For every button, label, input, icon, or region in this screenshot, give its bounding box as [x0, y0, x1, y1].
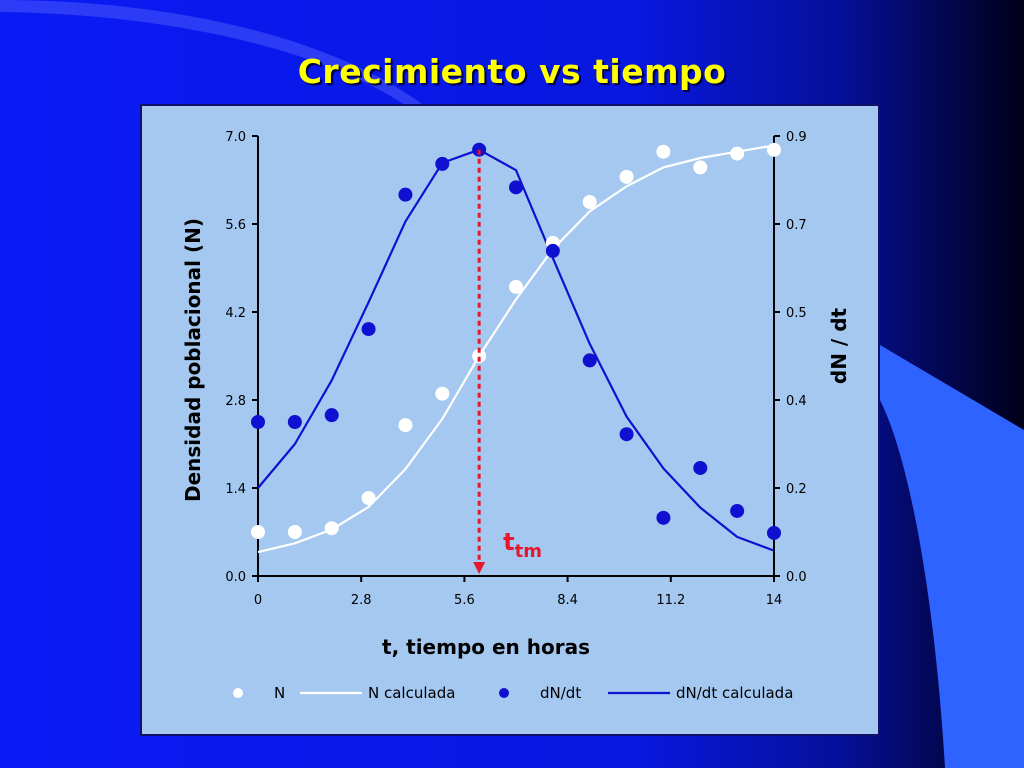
- y-right-tick-label: 0.2: [786, 482, 807, 497]
- decorative-swoosh-top: [0, 0, 430, 112]
- y-right-tick-label: 0.5: [786, 306, 807, 321]
- data-point-dn-dt: [324, 408, 339, 423]
- data-point-n: [767, 142, 781, 157]
- data-point-n: [435, 386, 450, 401]
- x-tick-label: 2.8: [351, 593, 372, 608]
- x-tick-label: 5.6: [454, 593, 475, 608]
- data-point-n: [287, 525, 302, 539]
- data-point-n: [324, 521, 339, 536]
- legend-label-n: N: [274, 684, 285, 702]
- x-ticks: 0 2.8 5.6 8.4 11.2 14: [254, 576, 782, 608]
- data-point-n: [619, 169, 634, 184]
- y-right-axis-label: dN / dt: [827, 307, 851, 384]
- y-left-tick-label: 7.0: [225, 130, 246, 145]
- data-point-dn-dt: [582, 353, 597, 368]
- data-point-n: [251, 525, 265, 539]
- y-left-tick-label: 5.6: [225, 218, 246, 233]
- data-point-dn-dt: [435, 156, 450, 171]
- legend-marker-dn-dt: [499, 688, 509, 698]
- series-line-dn-dt-calculada: [257, 148, 775, 552]
- data-point-n: [582, 195, 597, 209]
- legend-label-dn-dt: dN/dt: [540, 684, 581, 702]
- slide-title: Crecimiento vs tiempo: [297, 52, 727, 91]
- legend-label-n-calculada: N calculada: [368, 684, 455, 702]
- y-right-tick-label: 0.0: [786, 570, 807, 585]
- y-left-ticks: 0.0 1.4 2.8 4.2 5.6 7.0: [225, 130, 258, 585]
- data-point-n: [398, 418, 413, 433]
- x-tick-label: 0: [254, 593, 262, 608]
- y-right-tick-label: 0.7: [786, 218, 807, 233]
- data-point-n: [693, 160, 708, 175]
- growth-chart: 0.0 1.4 2.8 4.2 5.6 7.0 0.0 0.2 0.4 0.5 0.7 0.9 0 2…: [181, 130, 851, 702]
- x-tick-label: 11.2: [656, 593, 685, 608]
- data-point-dn-dt: [693, 460, 708, 475]
- y-left-axis-label: Densidad poblacional (N): [181, 218, 205, 502]
- y-left-tick-label: 0.0: [225, 570, 246, 585]
- data-point-dn-dt: [619, 427, 634, 442]
- data-point-n: [472, 349, 487, 363]
- data-point-dn-dt: [251, 415, 265, 429]
- ttm-annotation-label: ttm: [503, 528, 542, 562]
- legend-label-dn-dt-calculada: dN/dt calculada: [676, 684, 793, 702]
- y-right-ticks: 0.0 0.2 0.4 0.5 0.7 0.9: [774, 130, 807, 585]
- data-point-dn-dt: [656, 510, 671, 525]
- data-point-dn-dt: [287, 415, 302, 429]
- data-point-dn-dt: [398, 187, 413, 202]
- y-right-tick-label: 0.9: [786, 130, 807, 145]
- annotation-layer: ttm: [473, 149, 542, 574]
- data-point-n: [509, 279, 523, 294]
- x-tick-label: 8.4: [557, 593, 578, 608]
- data-point-dn-dt: [509, 180, 523, 195]
- ttm-arrow-head: [473, 562, 486, 574]
- data-point-n: [656, 144, 671, 159]
- chart-panel: 0.0 1.4 2.8 4.2 5.6 7.0 0.0 0.2 0.4 0.5 0.7 0.9 0 2…: [140, 104, 880, 736]
- y-left-tick-label: 2.8: [225, 394, 246, 409]
- data-point-n: [730, 146, 745, 161]
- x-axis-label: t, tiempo en horas: [382, 635, 590, 659]
- y-right-tick-label: 0.4: [786, 394, 807, 409]
- data-point-dn-dt: [767, 525, 781, 540]
- legend: N N calculada dN/dt dN/dt calculada: [233, 684, 793, 702]
- series-layer: [251, 142, 781, 554]
- data-point-dn-dt: [545, 243, 560, 258]
- data-point-dn-dt: [730, 503, 745, 518]
- x-tick-label: 14: [766, 593, 783, 608]
- y-left-tick-label: 1.4: [225, 482, 246, 497]
- series-line-n-calculada: [257, 144, 775, 554]
- data-point-n: [361, 491, 376, 506]
- decorative-swoosh-right: [880, 345, 1024, 768]
- y-left-tick-label: 4.2: [225, 306, 246, 321]
- legend-marker-n: [233, 688, 243, 698]
- data-point-dn-dt: [361, 322, 376, 337]
